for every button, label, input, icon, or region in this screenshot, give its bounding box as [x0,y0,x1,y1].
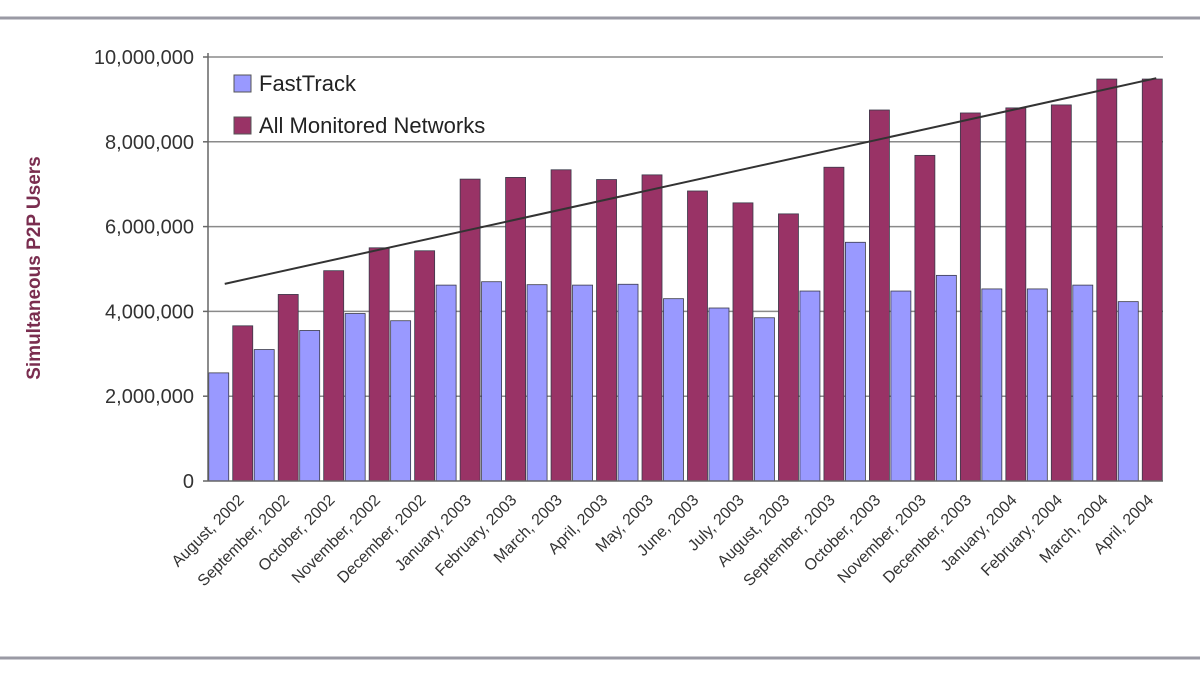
bar-fasttrack: FastTrack — November, 2002: 3950000 [344,313,366,482]
bar-all-monitored-networks: All Monitored Networks — August, 2002: 3… [232,325,254,482]
chart-legend: FastTrack All Monitored Networks [233,71,485,138]
bar-fasttrack: FastTrack — October, 2002: 3550000 [299,330,321,482]
bar-fasttrack: FastTrack — July, 2003: 4080000 [708,307,730,482]
bar-all-monitored-networks: All Monitored Networks — June, 2003: 684… [687,190,708,482]
bar-fasttrack: FastTrack — November, 2003: 4480000 [890,290,912,482]
bar-all-monitored-networks: All Monitored Networks — July, 2003: 656… [732,202,754,482]
bar-fasttrack: FastTrack — October, 2003: 5630000 [845,241,866,482]
bar-fasttrack: FastTrack — December, 2002: 3780000 [390,320,412,482]
bar-all-monitored-networks: All Monitored Networks — November, 2003:… [914,154,936,482]
bar-all-monitored-networks: All Monitored Networks — March, 2004: 94… [1096,78,1118,482]
bar-fasttrack: FastTrack — September, 2002: 3100000 [253,349,275,482]
y-tick-label: 4,000,000 [105,301,194,323]
trendline [224,77,1157,285]
bar-fasttrack: FastTrack — April, 2004: 4230000 [1117,301,1139,482]
legend-swatch-all-monitored-networks [233,116,252,135]
bar-all-monitored-networks: All Monitored Networks — August, 2003: 6… [778,213,799,482]
bar-all-monitored-networks: All Monitored Networks — February, 2003:… [505,177,526,482]
x-tick-label: February, 2004 [978,492,1066,580]
bar-fasttrack: FastTrack — May, 2003: 4640000 [617,283,639,482]
y-tick-label: 8,000,000 [105,132,194,154]
bar-all-monitored-networks: All Monitored Networks — September, 2002… [277,294,299,482]
bar-all-monitored-networks: All Monitored Networks — November, 2002:… [368,247,390,482]
bar-all-monitored-networks: All Monitored Networks — February, 2004:… [1050,104,1072,482]
bar-all-monitored-networks: All Monitored Networks — April, 2004: 94… [1141,78,1163,482]
y-tick-label: 10,000,000 [94,47,194,69]
bar-fasttrack: FastTrack — February, 2003: 4700000 [481,281,502,482]
bar-fasttrack: FastTrack — June, 2003: 4300000 [663,298,684,482]
y-tick-label: 0 [183,471,194,493]
bar-all-monitored-networks: All Monitored Networks — January, 2003: … [459,178,481,482]
bar-all-monitored-networks: All Monitored Networks — April, 2003: 71… [596,179,617,482]
bar-all-monitored-networks: All Monitored Networks — March, 2003: 73… [550,169,572,482]
bars: FastTrack — August, 2002: 2550000 FastTra… [208,78,1163,482]
y-tick-label: 6,000,000 [105,217,194,239]
bar-all-monitored-networks: All Monitored Networks — October, 2003: … [869,109,890,482]
bar-all-monitored-networks: All Monitored Networks — September, 2003… [823,166,845,482]
bar-all-monitored-networks: All Monitored Networks — December, 2002:… [414,250,436,482]
bar-fasttrack: FastTrack — January, 2004: 4530000 [981,288,1003,482]
bar-fasttrack: FastTrack — August, 2002: 2550000 [208,372,230,482]
legend-swatch-fasttrack [233,74,252,93]
bar-fasttrack: FastTrack — January, 2003: 4620000 [435,284,457,482]
bar-all-monitored-networks: All Monitored Networks — May, 2003: 7220… [641,174,663,482]
y-tick-label: 2,000,000 [105,386,194,408]
bar-fasttrack: FastTrack — April, 2003: 4620000 [572,284,593,482]
bar-fasttrack: FastTrack — December, 2003: 4850000 [935,274,957,482]
bar-fasttrack: FastTrack — February, 2004: 4530000 [1026,288,1048,482]
bar-fasttrack: FastTrack — March, 2003: 4630000 [526,284,548,482]
axes [207,53,1163,482]
bar-all-monitored-networks: All Monitored Networks — December, 2003:… [959,112,981,482]
bar-all-monitored-networks: All Monitored Networks — October, 2002: … [323,270,345,482]
bar-fasttrack: FastTrack — August, 2003: 3850000 [754,317,775,482]
gridlines [203,56,1163,482]
y-axis-label: Simultaneous P2P Users [24,156,45,380]
y-tick-labels: 0 2,000,000 4,000,000 6,000,000 8,000,000 10,… [94,47,194,493]
legend-label-fasttrack: FastTrack [259,71,357,96]
bar-fasttrack: FastTrack — March, 2004: 4620000 [1072,284,1094,482]
trendline-layer [224,77,1157,285]
bar-all-monitored-networks: All Monitored Networks — January, 2004: … [1005,107,1027,482]
x-tick-label: February, 2003 [433,492,521,580]
legend-label-all-monitored-networks: All Monitored Networks [259,113,485,138]
bar-fasttrack: FastTrack — September, 2003: 4480000 [799,290,821,482]
